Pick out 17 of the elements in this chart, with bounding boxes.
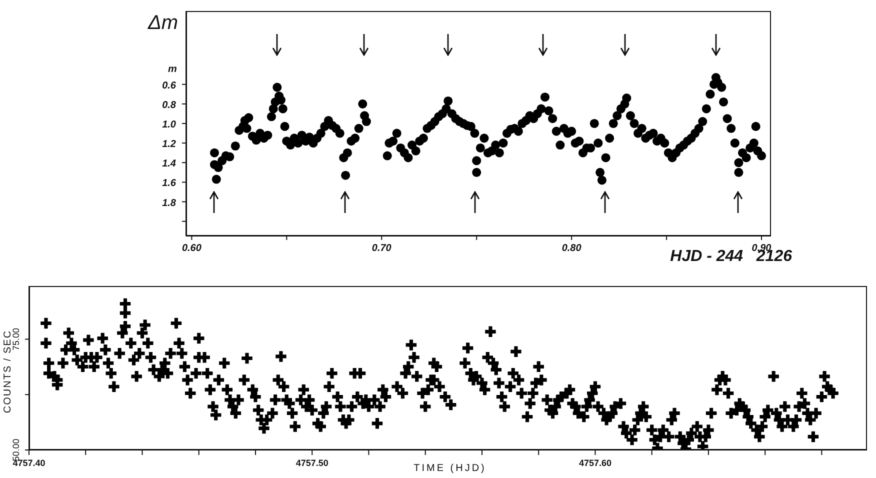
- x-tick-label: 0.80: [562, 243, 582, 254]
- x-tick-label: 4757.60: [578, 458, 612, 468]
- y-tick-label: 1.6: [162, 178, 176, 190]
- y-tick-label: 0.6: [162, 80, 176, 92]
- x-tick-label: 0.70: [372, 243, 392, 254]
- y-tick-label: 0.8: [162, 100, 176, 111]
- y-tick-label: 1.4: [162, 158, 176, 170]
- x-tick-label: 4757.50: [296, 458, 328, 468]
- text: m: [168, 64, 177, 75]
- x-tick-label: 0.60: [182, 243, 202, 254]
- y-axis-title: Δm: [148, 12, 178, 35]
- y-tick-label: 1.2: [162, 139, 176, 150]
- y-tick-label: 1.8: [162, 198, 176, 209]
- x-axis-title: TIME (HJD): [412, 463, 488, 474]
- y-tick-label: 1.0: [162, 120, 176, 130]
- y-tick-label: 75.00: [11, 328, 21, 350]
- y-axis-title: COUNTS / SEC: [2, 330, 14, 416]
